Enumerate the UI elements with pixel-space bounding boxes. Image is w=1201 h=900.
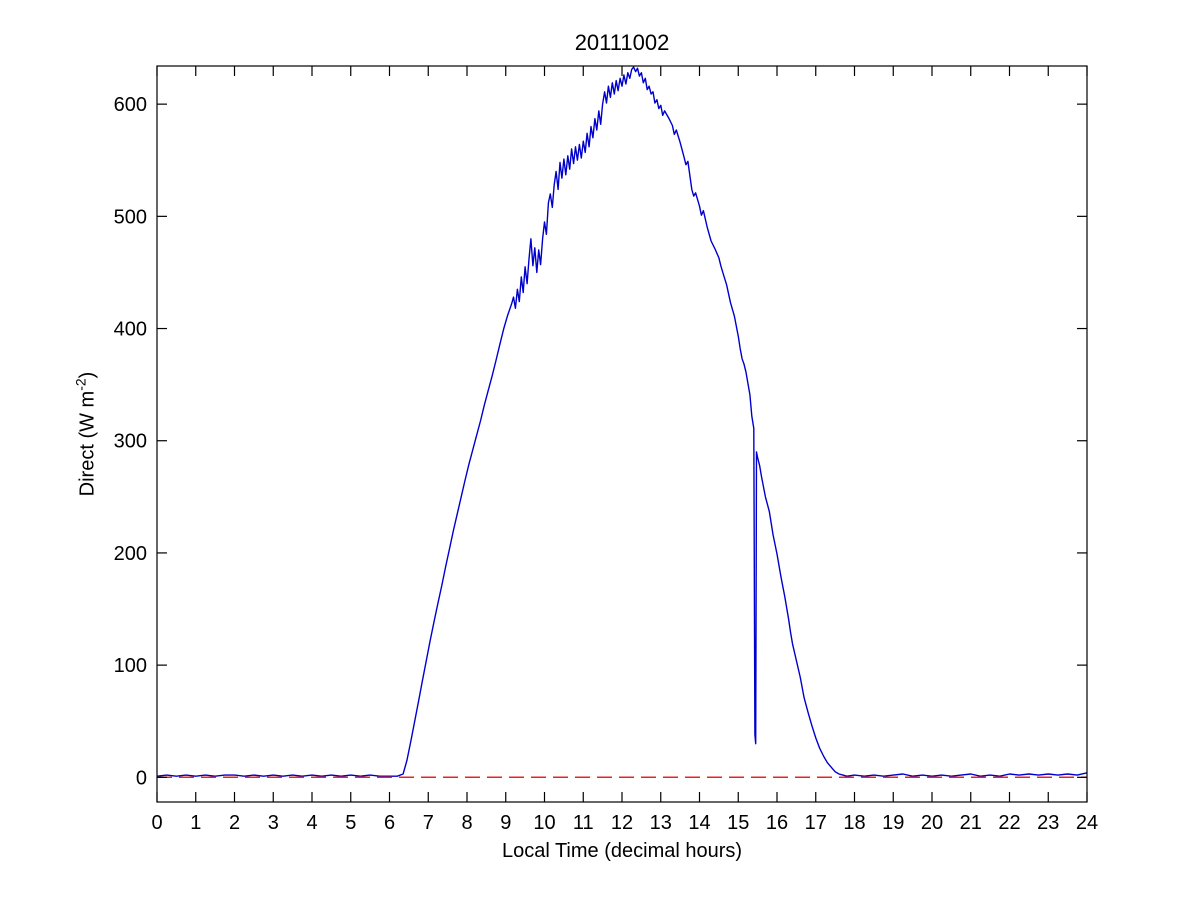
x-tick-label: 7 <box>423 812 434 834</box>
y-axis-label-superscript: -2 <box>72 378 89 391</box>
x-tick-label: 19 <box>882 812 904 834</box>
x-tick-label: 10 <box>533 812 555 834</box>
axes-box <box>156 65 1088 803</box>
y-tick-label: 500 <box>114 206 147 228</box>
x-tick-label: 16 <box>766 812 788 834</box>
x-tick-label: 24 <box>1076 812 1098 834</box>
x-tick-label: 23 <box>1037 812 1059 834</box>
x-tick-label: 6 <box>384 812 395 834</box>
x-tick-label: 15 <box>727 812 749 834</box>
x-tick-label: 1 <box>190 812 201 834</box>
y-axis-label-close: ) <box>76 371 99 379</box>
chart-title: 20111002 <box>574 30 670 55</box>
x-tick-label: 2 <box>229 812 240 834</box>
y-tick-label: 600 <box>114 94 147 116</box>
y-tick-label: 400 <box>114 319 147 341</box>
x-tick-label: 22 <box>998 812 1020 834</box>
x-tick-label: 3 <box>268 812 279 834</box>
x-tick-label: 13 <box>650 812 672 834</box>
x-tick-label: 8 <box>461 812 472 834</box>
y-tick-label: 0 <box>136 767 147 789</box>
y-axis-label-text: Direct (W m <box>76 390 99 497</box>
x-tick-label: 12 <box>611 812 633 834</box>
x-tick-label: 11 <box>573 812 594 834</box>
x-tick-label: 9 <box>500 812 511 834</box>
x-tick-label: 5 <box>345 812 356 834</box>
x-axis-label: Local Time (decimal hours) <box>501 840 743 862</box>
y-tick-label: 300 <box>114 431 147 453</box>
x-tick-label: 21 <box>960 812 982 834</box>
y-tick-label: 100 <box>114 655 147 677</box>
x-tick-label: 17 <box>805 812 827 834</box>
y-tick-label: 200 <box>114 543 147 565</box>
y-axis-label: Direct (W m-2) <box>73 372 100 497</box>
x-tick-label: 4 <box>306 812 317 834</box>
x-tick-label: 0 <box>151 812 162 834</box>
series-direct-irradiance <box>156 66 1088 777</box>
x-tick-label: 18 <box>843 812 865 834</box>
x-tick-label: 20 <box>921 812 943 834</box>
x-tick-label: 14 <box>688 812 710 834</box>
